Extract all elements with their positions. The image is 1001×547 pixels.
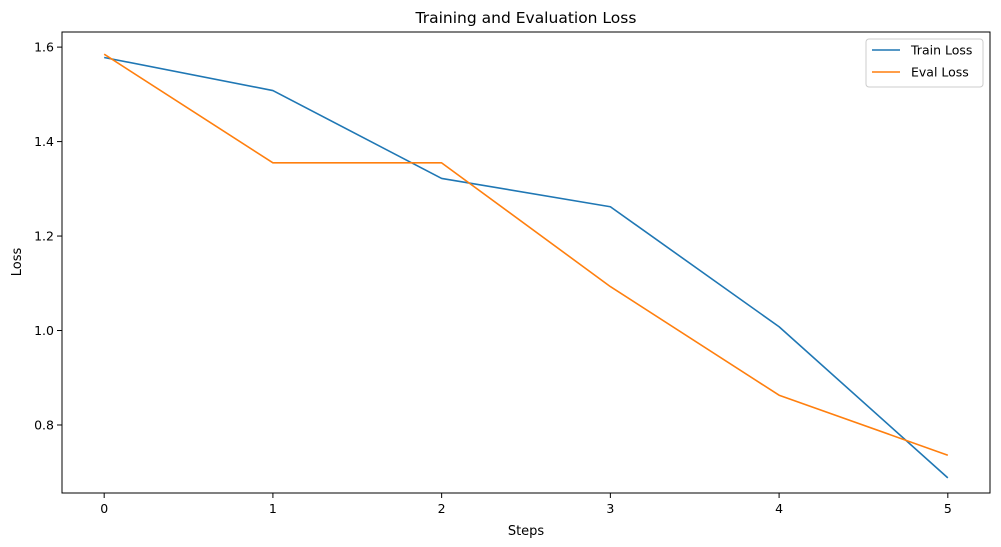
x-tick-label: 2 [438, 501, 446, 516]
x-tick-label: 0 [100, 501, 108, 516]
series-line-train-loss [104, 56, 949, 479]
y-tick-label: 1.0 [34, 323, 54, 338]
chart-title: Training and Evaluation Loss [415, 9, 637, 27]
legend-entry-label: Train Loss [910, 43, 972, 58]
y-tick-label: 1.2 [34, 229, 54, 244]
axes-frame [61, 31, 991, 494]
legend-entry-label: Eval Loss [911, 65, 969, 80]
y-tick-label: 1.6 [34, 40, 54, 55]
x-tick-label: 3 [606, 501, 614, 516]
plot-area [61, 31, 991, 494]
y-tick-label: 0.8 [34, 417, 54, 432]
series-line-eval-loss [103, 53, 949, 456]
legend: Train Loss Eval Loss [865, 38, 984, 88]
x-tick-label: 5 [944, 501, 952, 516]
x-tick-label: 1 [269, 501, 277, 516]
y-tick-label: 1.4 [34, 134, 54, 149]
legend-frame [865, 38, 984, 88]
x-tick-label: 4 [775, 501, 783, 516]
x-axis: 0 1 2 3 4 5 [100, 493, 952, 516]
y-axis: 0.8 1.0 1.2 1.4 1.6 [34, 40, 62, 432]
series-lines [103, 53, 949, 479]
y-axis-label: Loss [10, 248, 25, 277]
x-axis-label: Steps [508, 524, 545, 539]
